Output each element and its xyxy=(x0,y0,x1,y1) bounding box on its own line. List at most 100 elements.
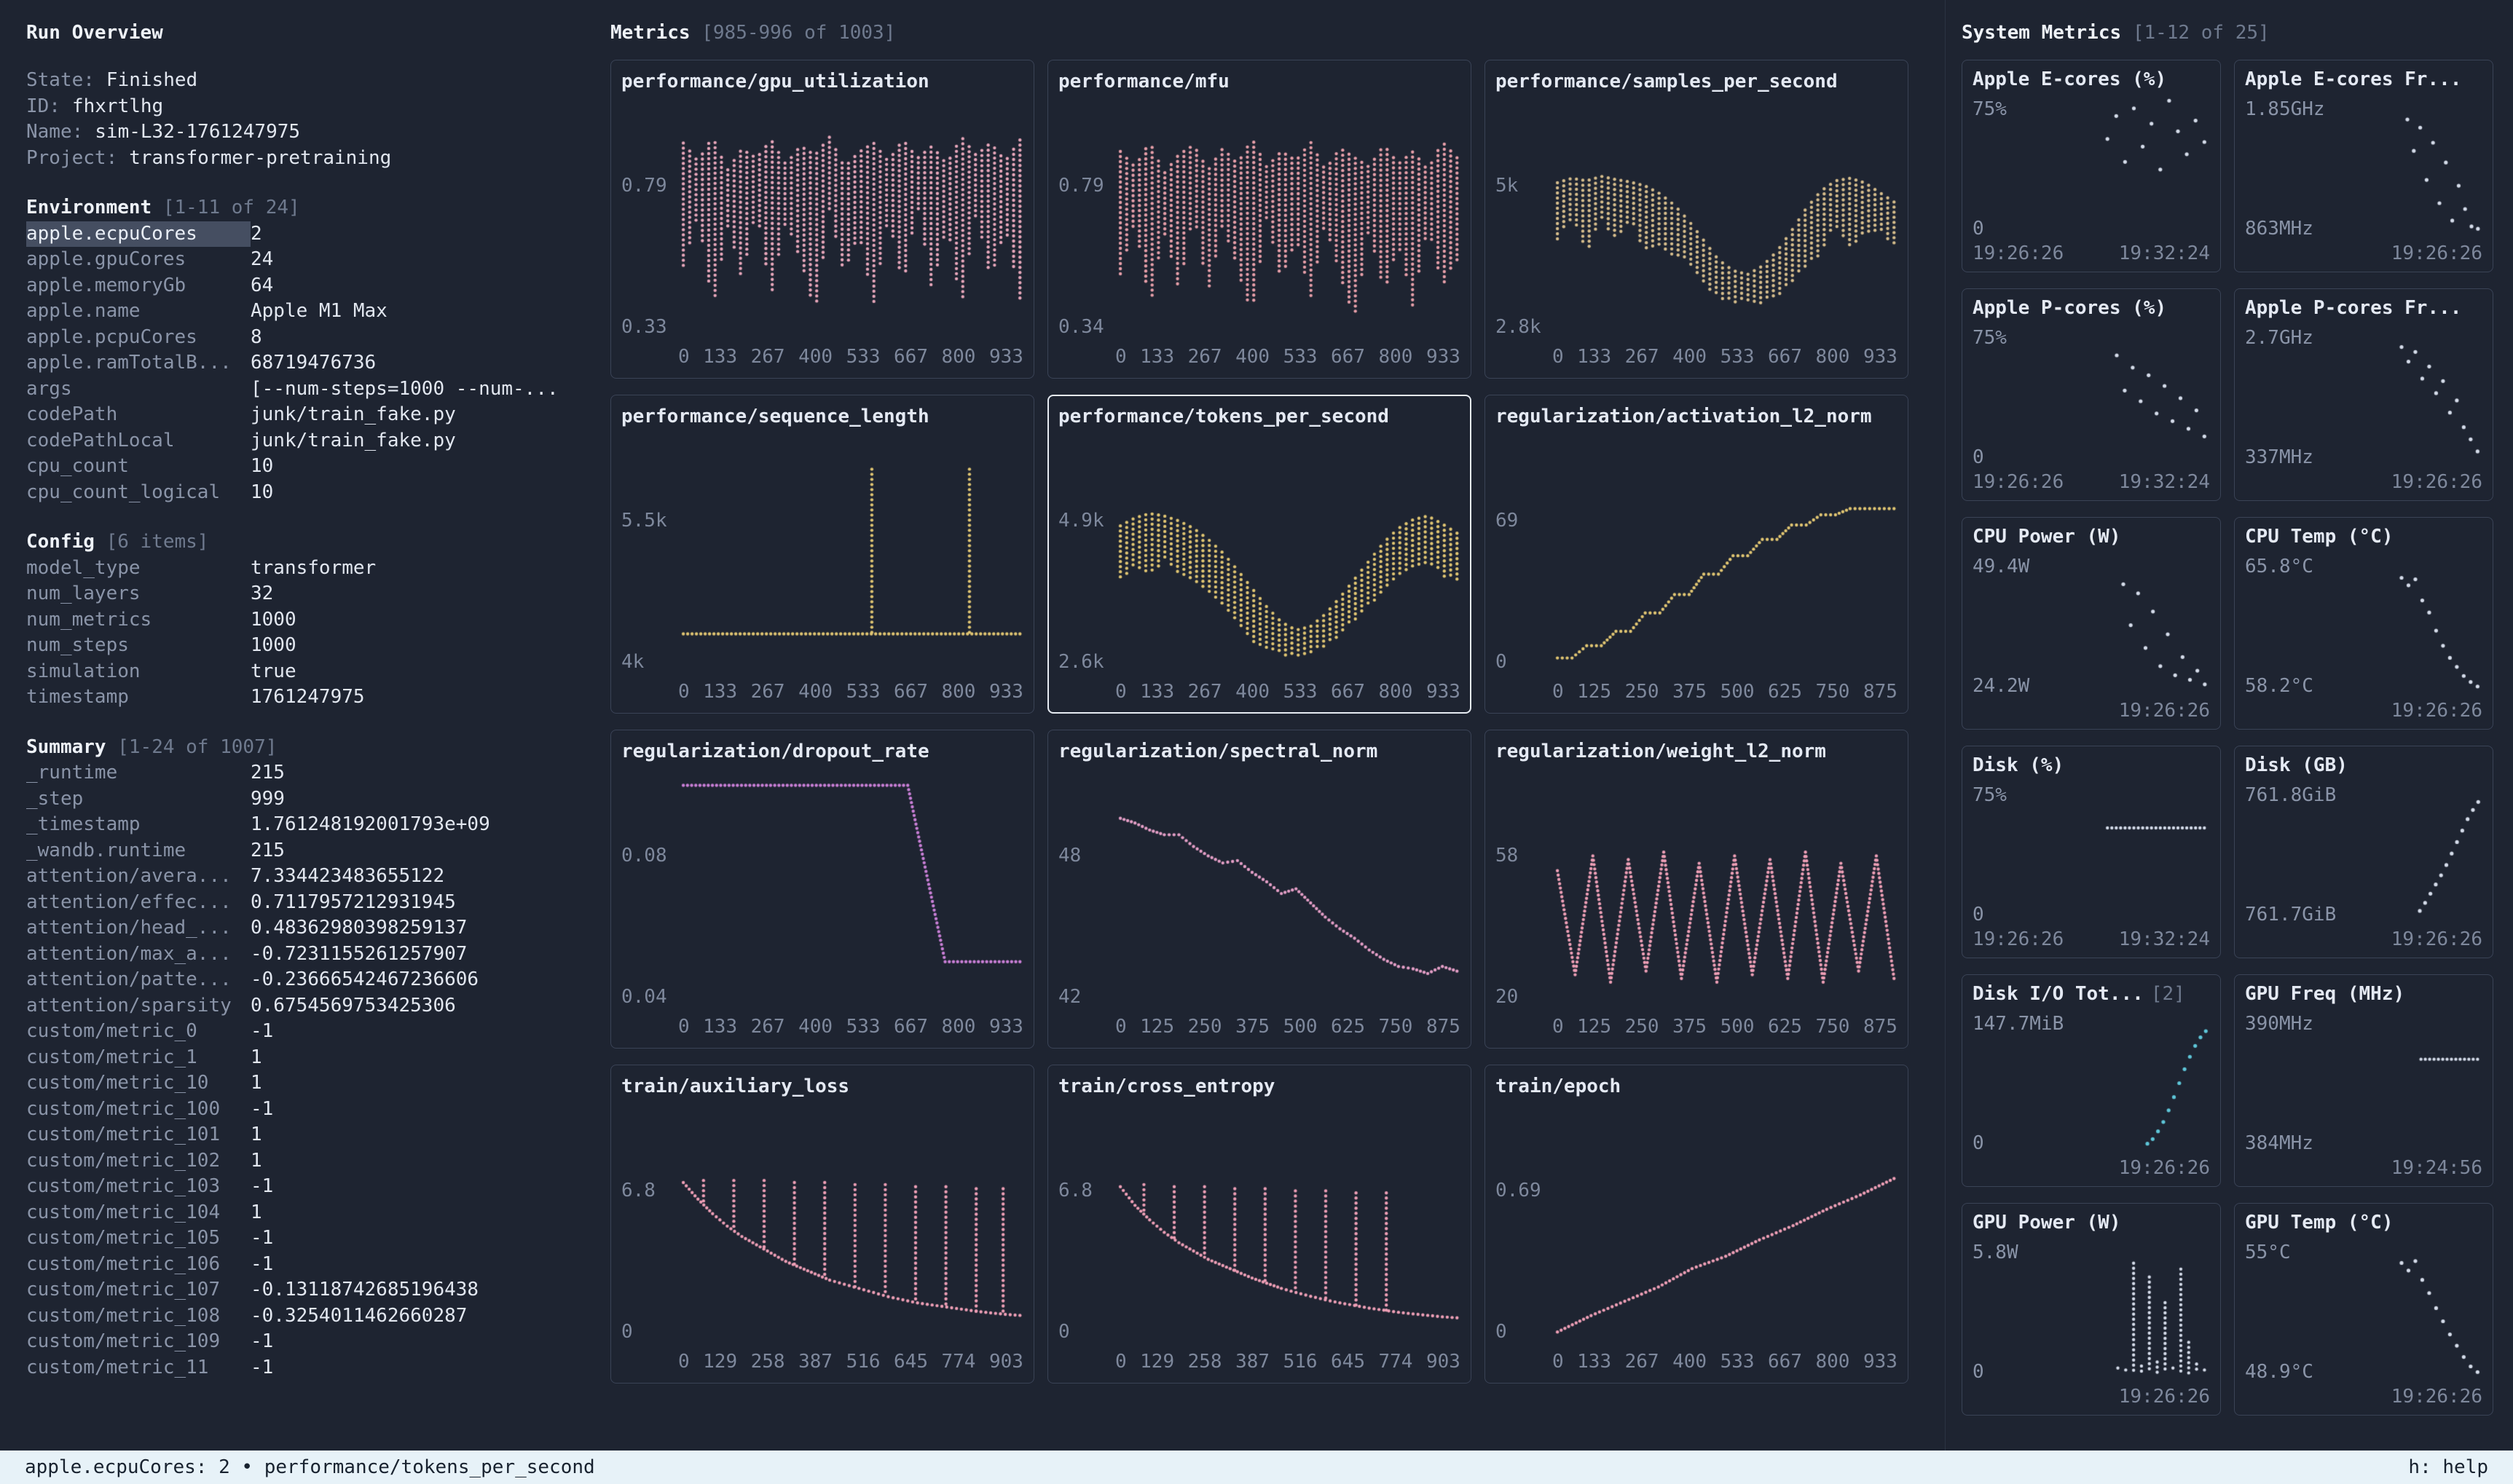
sidebar-kv-row[interactable]: apple.ramTotalB... 68719476736 xyxy=(26,350,600,376)
system-chart-panel[interactable]: Apple E-cores Fr... 1.85GHz 863MHz 19:26:26 xyxy=(2234,60,2493,272)
system-chart-panel[interactable]: GPU Freq (MHz) 390MHz 384MHz 19:24:56 xyxy=(2234,974,2493,1187)
system-chart-panel[interactable]: Apple P-cores (%) 75% 0 19:26:26 19:32:24 xyxy=(1962,288,2221,501)
system-chart-panel[interactable]: Disk I/O Tot... [2] 147.7MiB 0 19:26:26 xyxy=(1962,974,2221,1187)
kv-key: custom/metric_100 xyxy=(26,1097,221,1120)
sidebar-kv-row[interactable]: apple.ecpuCores 2 xyxy=(26,221,600,247)
system-chart-body: 147.7MiB 0 xyxy=(1973,1010,2210,1157)
sidebar-kv-row[interactable]: custom/metric_102 1 xyxy=(26,1148,600,1175)
y-tick-bottom: 0 xyxy=(1495,651,1507,674)
sidebar-kv-row[interactable]: custom/metric_109 -1 xyxy=(26,1329,600,1355)
metric-chart-panel[interactable]: performance/tokens_per_second 4.9k 2.6k 0 13… xyxy=(1047,395,1471,714)
sidebar-kv-row[interactable]: attention/sparsity 0.6754569753425306 xyxy=(26,993,600,1019)
sidebar-kv-row[interactable]: attention/max_a... -0.7231155261257907 xyxy=(26,942,600,968)
kv-value: -1 xyxy=(251,1175,274,1197)
sparkline-canvas xyxy=(2071,1010,2210,1157)
sidebar-kv-row[interactable]: custom/metric_107 -0.13118742685196438 xyxy=(26,1277,600,1303)
kv-key: timestamp xyxy=(26,686,129,708)
sidebar-kv-row[interactable]: codePath junk/train_fake.py xyxy=(26,402,600,428)
metric-chart-panel[interactable]: train/auxiliary_loss 6.8 0 0 129 258 387 516 645… xyxy=(610,1065,1034,1384)
sidebar-section: Summary [1-24 of 1007] _runtime 215 _step 99… xyxy=(26,735,600,1381)
sidebar-kv-row[interactable]: custom/metric_105 -1 xyxy=(26,1226,600,1252)
sidebar-kv-row[interactable]: custom/metric_108 -0.3254011462660287 xyxy=(26,1303,600,1330)
sidebar-kv-row[interactable]: _step 999 xyxy=(26,786,600,813)
y-axis-labels: 5.5k 4k xyxy=(621,432,678,679)
system-chart-panel[interactable]: Apple P-cores Fr... 2.7GHz 337MHz 19:26:26 xyxy=(2234,288,2493,501)
kv-key: attention/head_... xyxy=(26,917,232,939)
time-label: 19:32:24 xyxy=(2118,928,2210,950)
system-chart-panel[interactable]: CPU Temp (°C) 65.8°C 58.2°C 19:26:26 xyxy=(2234,517,2493,730)
sidebar-kv-row[interactable]: apple.name Apple M1 Max xyxy=(26,299,600,325)
metric-chart-panel[interactable]: regularization/dropout_rate 0.08 0.04 0 133 2… xyxy=(610,730,1034,1049)
sidebar-kv-row[interactable]: apple.pcpuCores 8 xyxy=(26,325,600,351)
sidebar-kv-row[interactable]: cpu_count_logical 10 xyxy=(26,480,600,506)
sidebar-kv-row[interactable]: args [--num-steps=1000 --num-... xyxy=(26,376,600,403)
sparkline-canvas xyxy=(2320,1010,2482,1157)
sidebar-kv-row[interactable]: attention/effec... 0.7117957212931945 xyxy=(26,890,600,916)
sidebar-kv-row[interactable]: custom/metric_10 1 xyxy=(26,1070,600,1097)
sidebar-kv-row[interactable]: custom/metric_0 -1 xyxy=(26,1019,600,1045)
metric-chart-panel[interactable]: regularization/spectral_norm 48 42 0 125 250 3… xyxy=(1047,730,1471,1049)
sidebar-kv-row[interactable]: cpu_count 10 xyxy=(26,454,600,480)
metrics-grid: performance/gpu_utilization 0.79 0.33 0 133 2… xyxy=(610,60,1945,1384)
kv-value: -1 xyxy=(251,1097,274,1120)
time-label: 19:26:26 xyxy=(2391,700,2482,722)
system-chart-panel[interactable]: GPU Power (W) 5.8W 0 19:26:26 xyxy=(1962,1203,2221,1416)
sidebar-kv-row[interactable]: num_steps 1000 xyxy=(26,633,600,659)
y-min-label: 0 xyxy=(1973,1361,1984,1383)
metric-chart-panel[interactable]: train/epoch 0.69 0 0 133 267 400 533 667 800 933 xyxy=(1484,1065,1908,1384)
sidebar-kv-row[interactable]: custom/metric_103 -1 xyxy=(26,1174,600,1200)
sidebar-kv-row[interactable]: custom/metric_100 -1 xyxy=(26,1097,600,1123)
metric-chart-panel[interactable]: train/cross_entropy 6.8 0 0 129 258 387 516 645 7… xyxy=(1047,1065,1471,1384)
section-range: [6 items] xyxy=(94,531,209,553)
sidebar-kv-row[interactable]: apple.gpuCores 24 xyxy=(26,247,600,273)
y-tick-top: 0.79 xyxy=(1058,175,1104,197)
sidebar-kv-row[interactable]: custom/metric_101 1 xyxy=(26,1122,600,1148)
metric-chart-panel[interactable]: performance/sequence_length 5.5k 4k 0 133 267… xyxy=(610,395,1034,714)
sidebar-kv-row[interactable]: custom/metric_104 1 xyxy=(26,1200,600,1226)
sidebar-kv-row[interactable]: codePathLocal junk/train_fake.py xyxy=(26,428,600,454)
time-label: 19:24:56 xyxy=(2391,1157,2482,1179)
status-left: apple.ecpuCores: 2 • performance/tokens_… xyxy=(25,1456,595,1478)
metric-chart-title: performance/samples_per_second xyxy=(1495,71,1838,92)
x-tick: 903 xyxy=(1425,1351,1460,1373)
sidebar-kv-row[interactable]: _timestamp 1.761248192001793e+09 xyxy=(26,812,600,838)
x-tick: 125 xyxy=(1577,1016,1612,1038)
kv-value: 32 xyxy=(251,583,274,604)
sidebar-kv-row[interactable]: custom/metric_11 -1 xyxy=(26,1355,600,1381)
sidebar-kv-row[interactable]: custom/metric_1 1 xyxy=(26,1045,600,1071)
x-tick: 533 xyxy=(1720,1351,1755,1373)
sidebar-kv-row[interactable]: attention/avera... 7.334423483655122 xyxy=(26,864,600,890)
sidebar-kv-row[interactable]: custom/metric_106 -1 xyxy=(26,1252,600,1278)
metrics-title: Metrics xyxy=(610,22,691,44)
y-min-label: 0 xyxy=(1973,1132,1984,1154)
system-chart-title: GPU Freq (MHz) xyxy=(2245,982,2482,1006)
system-chart-panel[interactable]: Disk (GB) 761.8GiB 761.7GiB 19:26:26 xyxy=(2234,746,2493,958)
sidebar-kv-row[interactable]: apple.memoryGb 64 xyxy=(26,273,600,299)
metric-chart-panel[interactable]: performance/gpu_utilization 0.79 0.33 0 133 2… xyxy=(610,60,1034,379)
sidebar-kv-row[interactable]: simulation true xyxy=(26,659,600,685)
sidebar-kv-row[interactable]: attention/head_... 0.48362980398259137 xyxy=(26,915,600,942)
system-chart-panel[interactable]: GPU Temp (°C) 55°C 48.9°C 19:26:26 xyxy=(2234,1203,2493,1416)
sidebar-kv-row[interactable]: num_metrics 1000 xyxy=(26,607,600,634)
metric-chart-panel[interactable]: performance/mfu 0.79 0.34 0 133 267 400 533 667 8… xyxy=(1047,60,1471,379)
x-tick: 750 xyxy=(1815,681,1850,703)
sidebar-kv-row[interactable]: _wandb.runtime 215 xyxy=(26,838,600,864)
kv-value: -1 xyxy=(251,1330,274,1352)
kv-value: [--num-steps=1000 --num-... xyxy=(251,377,559,400)
system-chart-panel[interactable]: Apple E-cores (%) 75% 0 19:26:26 19:32:24 xyxy=(1962,60,2221,272)
system-chart-panel[interactable]: CPU Power (W) 49.4W 24.2W 19:26:26 xyxy=(1962,517,2221,730)
sidebar-kv-row[interactable]: attention/patte... -0.23666542467236606 xyxy=(26,967,600,993)
metric-chart-panel[interactable]: performance/samples_per_second 5k 2.8k 0 133… xyxy=(1484,60,1908,379)
system-chart-body: 75% 0 xyxy=(1973,324,2210,471)
sidebar-kv-row[interactable]: model_type transformer xyxy=(26,556,600,582)
x-tick: 133 xyxy=(703,1016,738,1038)
kv-key: codePathLocal xyxy=(26,429,175,451)
sidebar-kv-row[interactable]: num_layers 32 xyxy=(26,581,600,607)
sidebar-kv-row[interactable]: timestamp 1761247975 xyxy=(26,684,600,711)
metric-chart-panel[interactable]: regularization/activation_l2_norm 69 0 0 125… xyxy=(1484,395,1908,714)
system-chart-axis-labels: 65.8°C 58.2°C xyxy=(2245,553,2321,700)
system-chart-panel[interactable]: Disk (%) 75% 0 19:26:26 19:32:24 xyxy=(1962,746,2221,958)
metric-chart-panel[interactable]: regularization/weight_l2_norm 58 20 0 125 250… xyxy=(1484,730,1908,1049)
sidebar-kv-row[interactable]: _runtime 215 xyxy=(26,760,600,786)
x-tick: 800 xyxy=(1815,346,1850,368)
